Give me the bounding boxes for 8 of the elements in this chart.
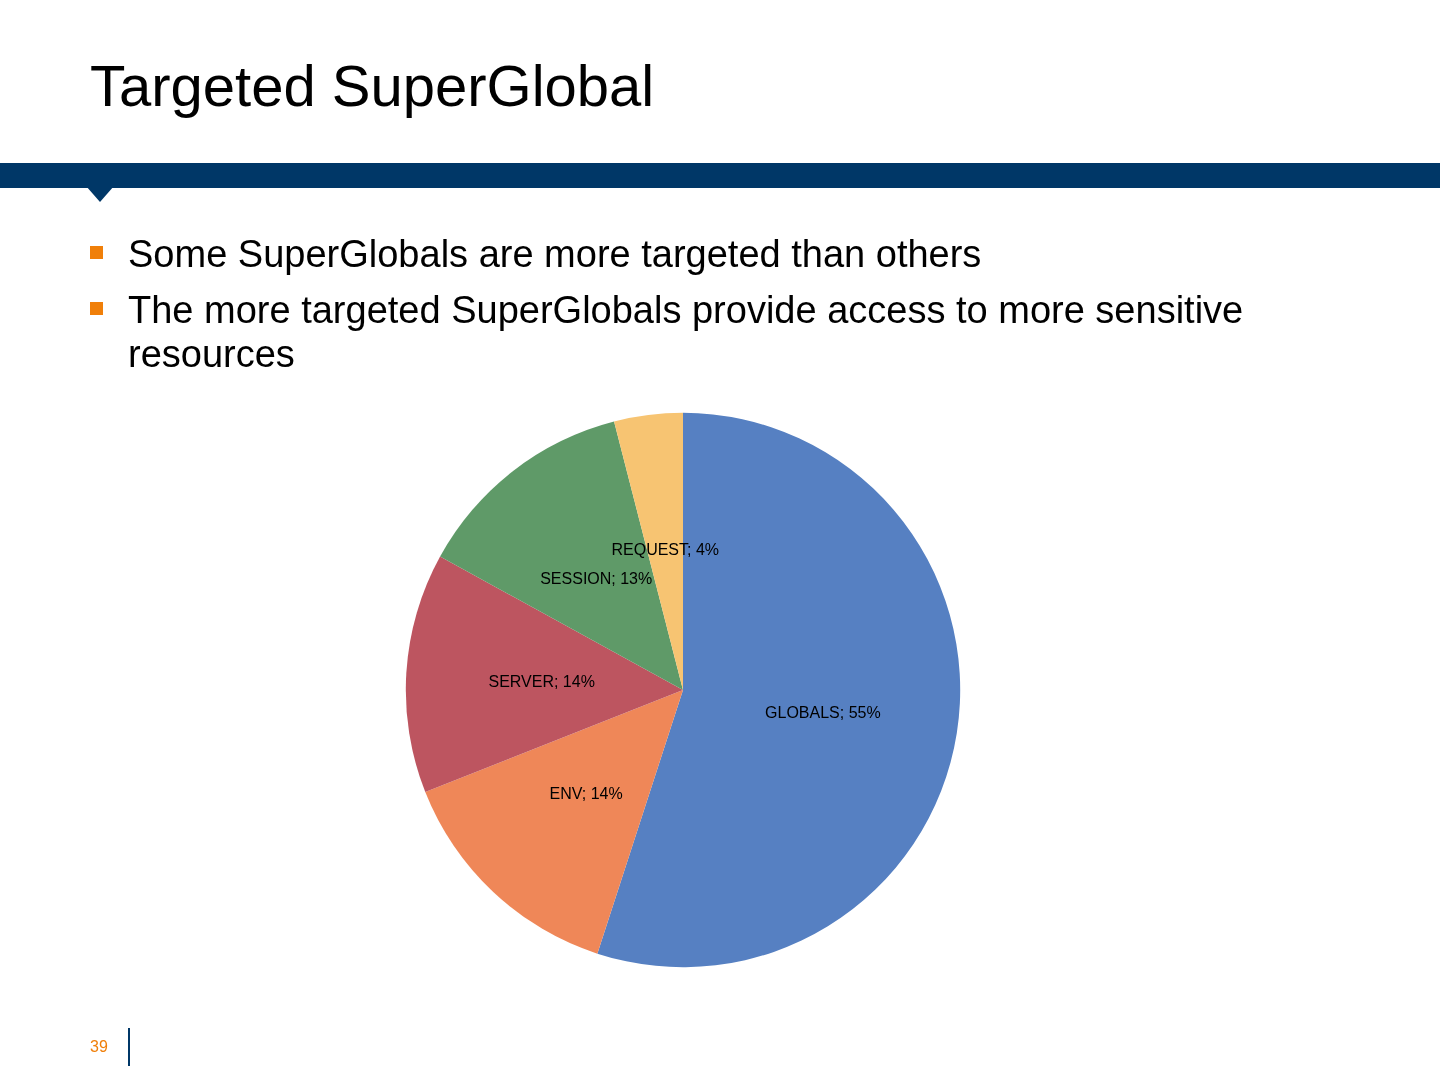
slice-label: GLOBALS; 55% [765,703,881,721]
text: Some SuperGlobals are more targeted than others [128,233,982,275]
slice-label: ENV; 14% [549,784,623,802]
text: 39 [90,1038,108,1056]
slice-label: SESSION; 13% [540,569,653,587]
text: The more targeted SuperGlobals provide access to more sensitive resources [128,289,1244,375]
slice-label: SERVER; 14% [488,672,595,690]
chart-title: Targeted SuperGlobal [90,52,655,119]
